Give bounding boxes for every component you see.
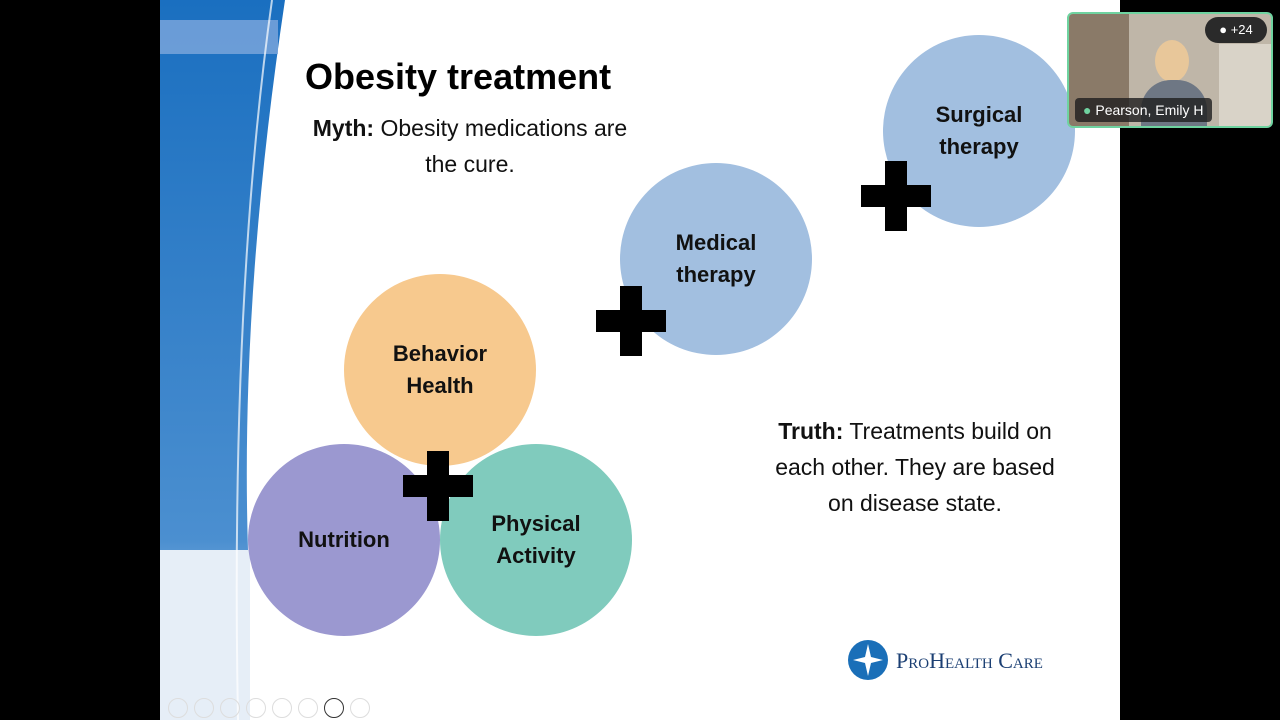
slide-decoration — [160, 0, 285, 720]
participant-name: ● Pearson, Emily H — [1075, 98, 1212, 122]
truth-label: Truth: — [778, 418, 844, 444]
circle: Physical Activity — [440, 444, 632, 636]
video-background — [1219, 44, 1271, 126]
plus-sign — [403, 451, 473, 521]
plus-sign — [861, 161, 931, 231]
toolbar-button[interactable] — [194, 698, 214, 718]
toolbar-button[interactable] — [168, 698, 188, 718]
participants-count-text: +24 — [1230, 22, 1253, 37]
participant-name-text: Pearson, Emily H — [1095, 102, 1204, 118]
toolbar-button[interactable] — [246, 698, 266, 718]
truth-text: Treatments build on each other. They are… — [775, 418, 1055, 516]
toolbar-button[interactable] — [220, 698, 240, 718]
toolbar-button[interactable] — [350, 698, 370, 718]
logo-icon — [848, 640, 888, 680]
logo-text: ProHealth Care — [896, 648, 1043, 673]
plus-sign — [596, 286, 666, 356]
circle-label: Behavior Health — [392, 341, 488, 398]
circle-label: Medical therapy — [675, 230, 757, 287]
toolbar-button[interactable] — [272, 698, 292, 718]
toolbar-button[interactable] — [298, 698, 318, 718]
circle-label: Surgical therapy — [935, 102, 1023, 159]
video-tile[interactable]: ● +24 ● Pearson, Emily H — [1067, 12, 1273, 128]
person-head — [1155, 40, 1189, 82]
myth-label: Myth: — [312, 115, 375, 141]
myth-text: Obesity medications are the cure. — [380, 115, 628, 177]
circle: Surgical therapy — [883, 35, 1075, 227]
slide-toolbar[interactable] — [168, 698, 370, 718]
slide: Obesity treatment Myth: Obesity medicati… — [160, 0, 1120, 720]
slide-title: Obesity treatment — [305, 56, 612, 97]
circle-label: Nutrition — [298, 527, 390, 552]
truth: Truth: Treatments build on each other. T… — [770, 413, 1060, 521]
myth: Myth: Obesity medications are the cure. — [310, 110, 630, 182]
toolbar-button[interactable] — [324, 698, 344, 718]
circle: Behavior Health — [344, 274, 536, 466]
circle-label: Physical Activity — [491, 511, 581, 568]
participants-count[interactable]: ● +24 — [1205, 17, 1267, 43]
